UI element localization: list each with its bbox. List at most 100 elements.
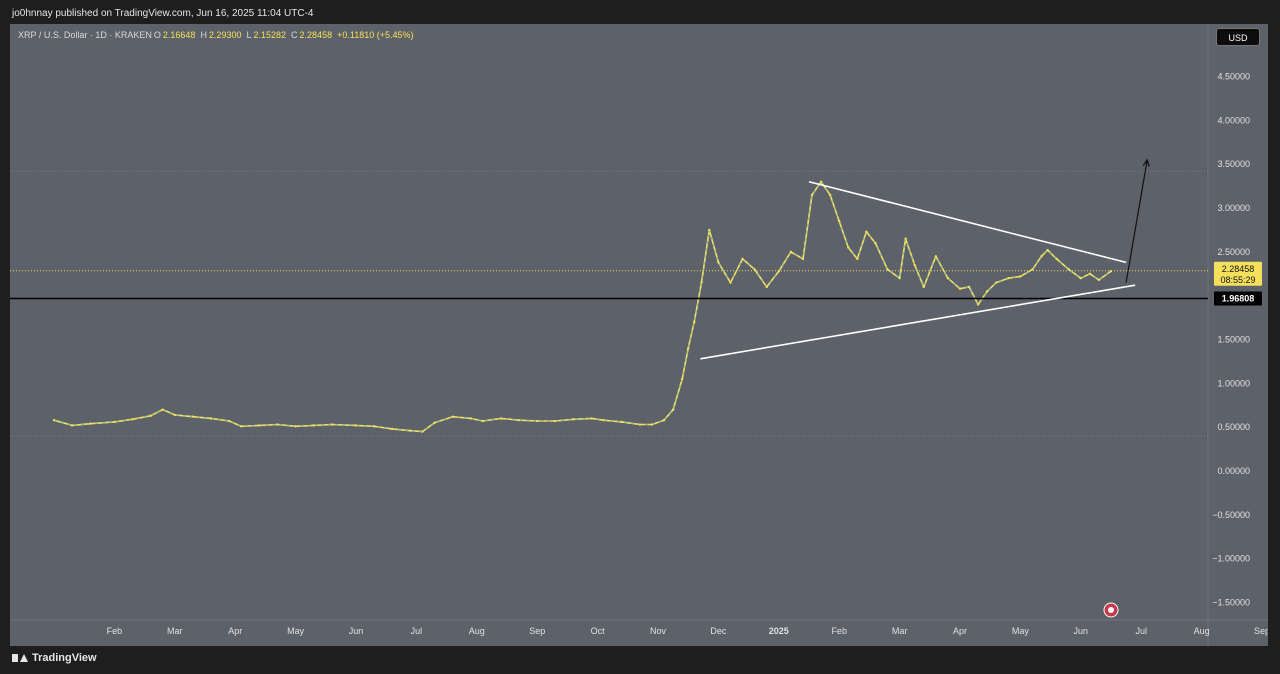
price-point [874,241,877,245]
price-point [173,413,176,417]
price-point [801,257,805,261]
y-tick-label: −1.00000 [1212,554,1250,564]
price-point [922,285,925,289]
price-point [904,237,907,240]
price-point [451,415,454,418]
close-value: 2.28458 [299,30,333,40]
x-tick-label: Dec [710,626,727,636]
price-point [886,268,889,271]
price-point [330,423,334,426]
price-point [1055,257,1058,261]
trendline [808,180,1127,264]
x-tick-label: Oct [591,626,606,636]
publish-banner: jo0hnnay published on TradingView.com, J… [12,8,314,19]
x-tick-label: Apr [953,626,967,636]
high-label: H [200,30,207,40]
last-price-badge [1214,261,1262,286]
x-tick-label: Apr [228,626,242,636]
x-tick-label: Sep [529,626,545,636]
price-point [819,180,823,183]
price-point [113,420,116,424]
close-label: C [291,30,298,40]
price-point [499,417,503,420]
price-point [847,246,850,249]
low-value: 2.15282 [253,30,287,40]
price-point [191,415,195,418]
price-point [1079,276,1083,280]
price-point [985,290,989,293]
price-point [838,220,841,223]
price-point [958,287,962,290]
price-point [481,419,485,423]
x-tick-label: Jul [411,626,423,636]
price-point [149,414,152,417]
price-point [276,423,279,426]
price-point [209,417,213,420]
x-tick-label: May [1012,626,1030,636]
price-point [789,250,793,254]
price-point [700,281,703,284]
price-point [409,429,412,432]
open-value: 2.16648 [162,30,196,40]
price-point [1031,268,1034,271]
open-label: O [153,30,161,40]
y-tick-label: 1.00000 [1217,378,1250,388]
y-tick-label: −0.50000 [1212,510,1250,520]
drawings [10,158,1208,360]
chart-frame[interactable]: 5.000004.500004.000003.500003.000002.500… [10,24,1268,646]
footer-brand[interactable]: TradingView [12,650,97,666]
price-point [161,408,164,411]
x-tick-label: Feb [107,626,123,636]
y-tick-label: 3.50000 [1217,159,1250,169]
price-point [433,421,436,424]
y-tick-label: 1.50000 [1217,335,1250,345]
price-axis[interactable]: 5.000004.500004.000003.500003.000002.500… [1207,24,1250,646]
price-point [638,423,642,426]
price-point [1019,275,1022,278]
y-tick-label: 3.00000 [1217,203,1250,213]
time-axis[interactable]: Feb Mar Apr May Jun Jul Aug Sep Oct Nov Dec 2025 Feb… [10,619,1268,636]
price-point [554,419,557,423]
x-tick-label: Nov [650,626,667,636]
price-point [240,425,243,428]
y-tick-label: 4.50000 [1217,72,1250,82]
price-point [1067,268,1070,271]
price-point [995,281,998,284]
x-tick-label: Jun [1074,626,1089,636]
price-point [1007,276,1010,280]
low-label: L [246,30,252,40]
price-point [967,285,971,289]
currency-button[interactable]: USD [1216,28,1260,46]
price-point [708,228,711,232]
support-price-badge [1214,291,1262,306]
price-point [372,425,376,428]
price-point [517,418,521,422]
symbol-legend: XRP / U.S. Dollar · 1D · KRAKEN O 2.1664… [18,30,413,40]
price-point [934,255,938,258]
price-point [693,320,696,324]
price-point [765,285,768,289]
price-point [312,424,315,427]
price-point [354,424,358,427]
x-tick-label: Aug [469,626,485,636]
price-point [227,419,231,423]
price-point [671,408,675,411]
x-tick-label: Feb [831,626,847,636]
price-point [741,257,744,261]
chart-canvas[interactable]: 5.000004.500004.000003.500003.000002.500… [10,24,1268,646]
x-tick-label: Sep [1254,626,1268,636]
symbol-title[interactable]: XRP / U.S. Dollar · 1D · KRAKEN [18,30,152,40]
last-price-label: 2.28458 [1222,264,1255,274]
price-line [53,181,1112,433]
breakout-arrow-head [1142,158,1150,167]
y-tick-label: 2.50000 [1217,247,1250,257]
price-point [89,422,92,425]
price-point [680,377,684,381]
x-tick-label: Aug [1194,626,1210,636]
price-point [536,419,539,423]
price-point [865,230,868,233]
brand-name: TradingView [32,652,97,664]
trendline [700,284,1136,360]
price-line-down-ticks [53,181,1112,433]
